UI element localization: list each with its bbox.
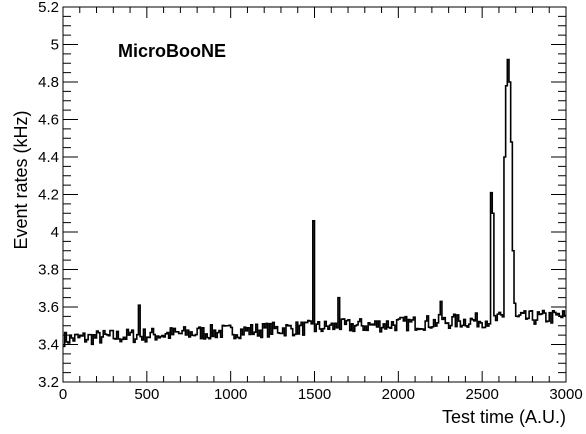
y-tick-label: 3.8 [38, 262, 59, 279]
y-tick-label: 4.2 [38, 187, 59, 204]
event-rate-series [63, 58, 566, 348]
ticks [62, 6, 567, 383]
y-tick-label: 3.6 [38, 299, 59, 316]
y-tick-label: 3.4 [38, 337, 59, 354]
y-tick-label: 5 [51, 37, 59, 54]
tick-labels: 0 500 1000 1500 2000 2500 3000 3.2 3.4 3.6 3.8 4 4.2… [38, 0, 583, 403]
y-tick-label: 4.6 [38, 112, 59, 129]
x-tick-label: 3000 [549, 386, 582, 403]
y-tick-label: 3.2 [38, 374, 59, 391]
x-tick-label: 500 [134, 386, 159, 403]
x-axis-title: Test time (A.U.) [442, 407, 566, 427]
y-tick-label: 4 [51, 224, 59, 241]
x-tick-label: 2500 [465, 386, 498, 403]
y-tick-label: 5.2 [38, 0, 59, 16]
y-axis-title: Event rates (kHz) [11, 110, 31, 249]
annotation-label: MicroBooNE [118, 41, 226, 61]
x-tick-label: 2000 [382, 386, 415, 403]
y-tick-label: 4.4 [38, 149, 59, 166]
x-tick-label: 0 [59, 386, 67, 403]
y-tick-label: 4.8 [38, 74, 59, 91]
x-tick-label: 1000 [214, 386, 247, 403]
x-tick-label: 1500 [298, 386, 331, 403]
